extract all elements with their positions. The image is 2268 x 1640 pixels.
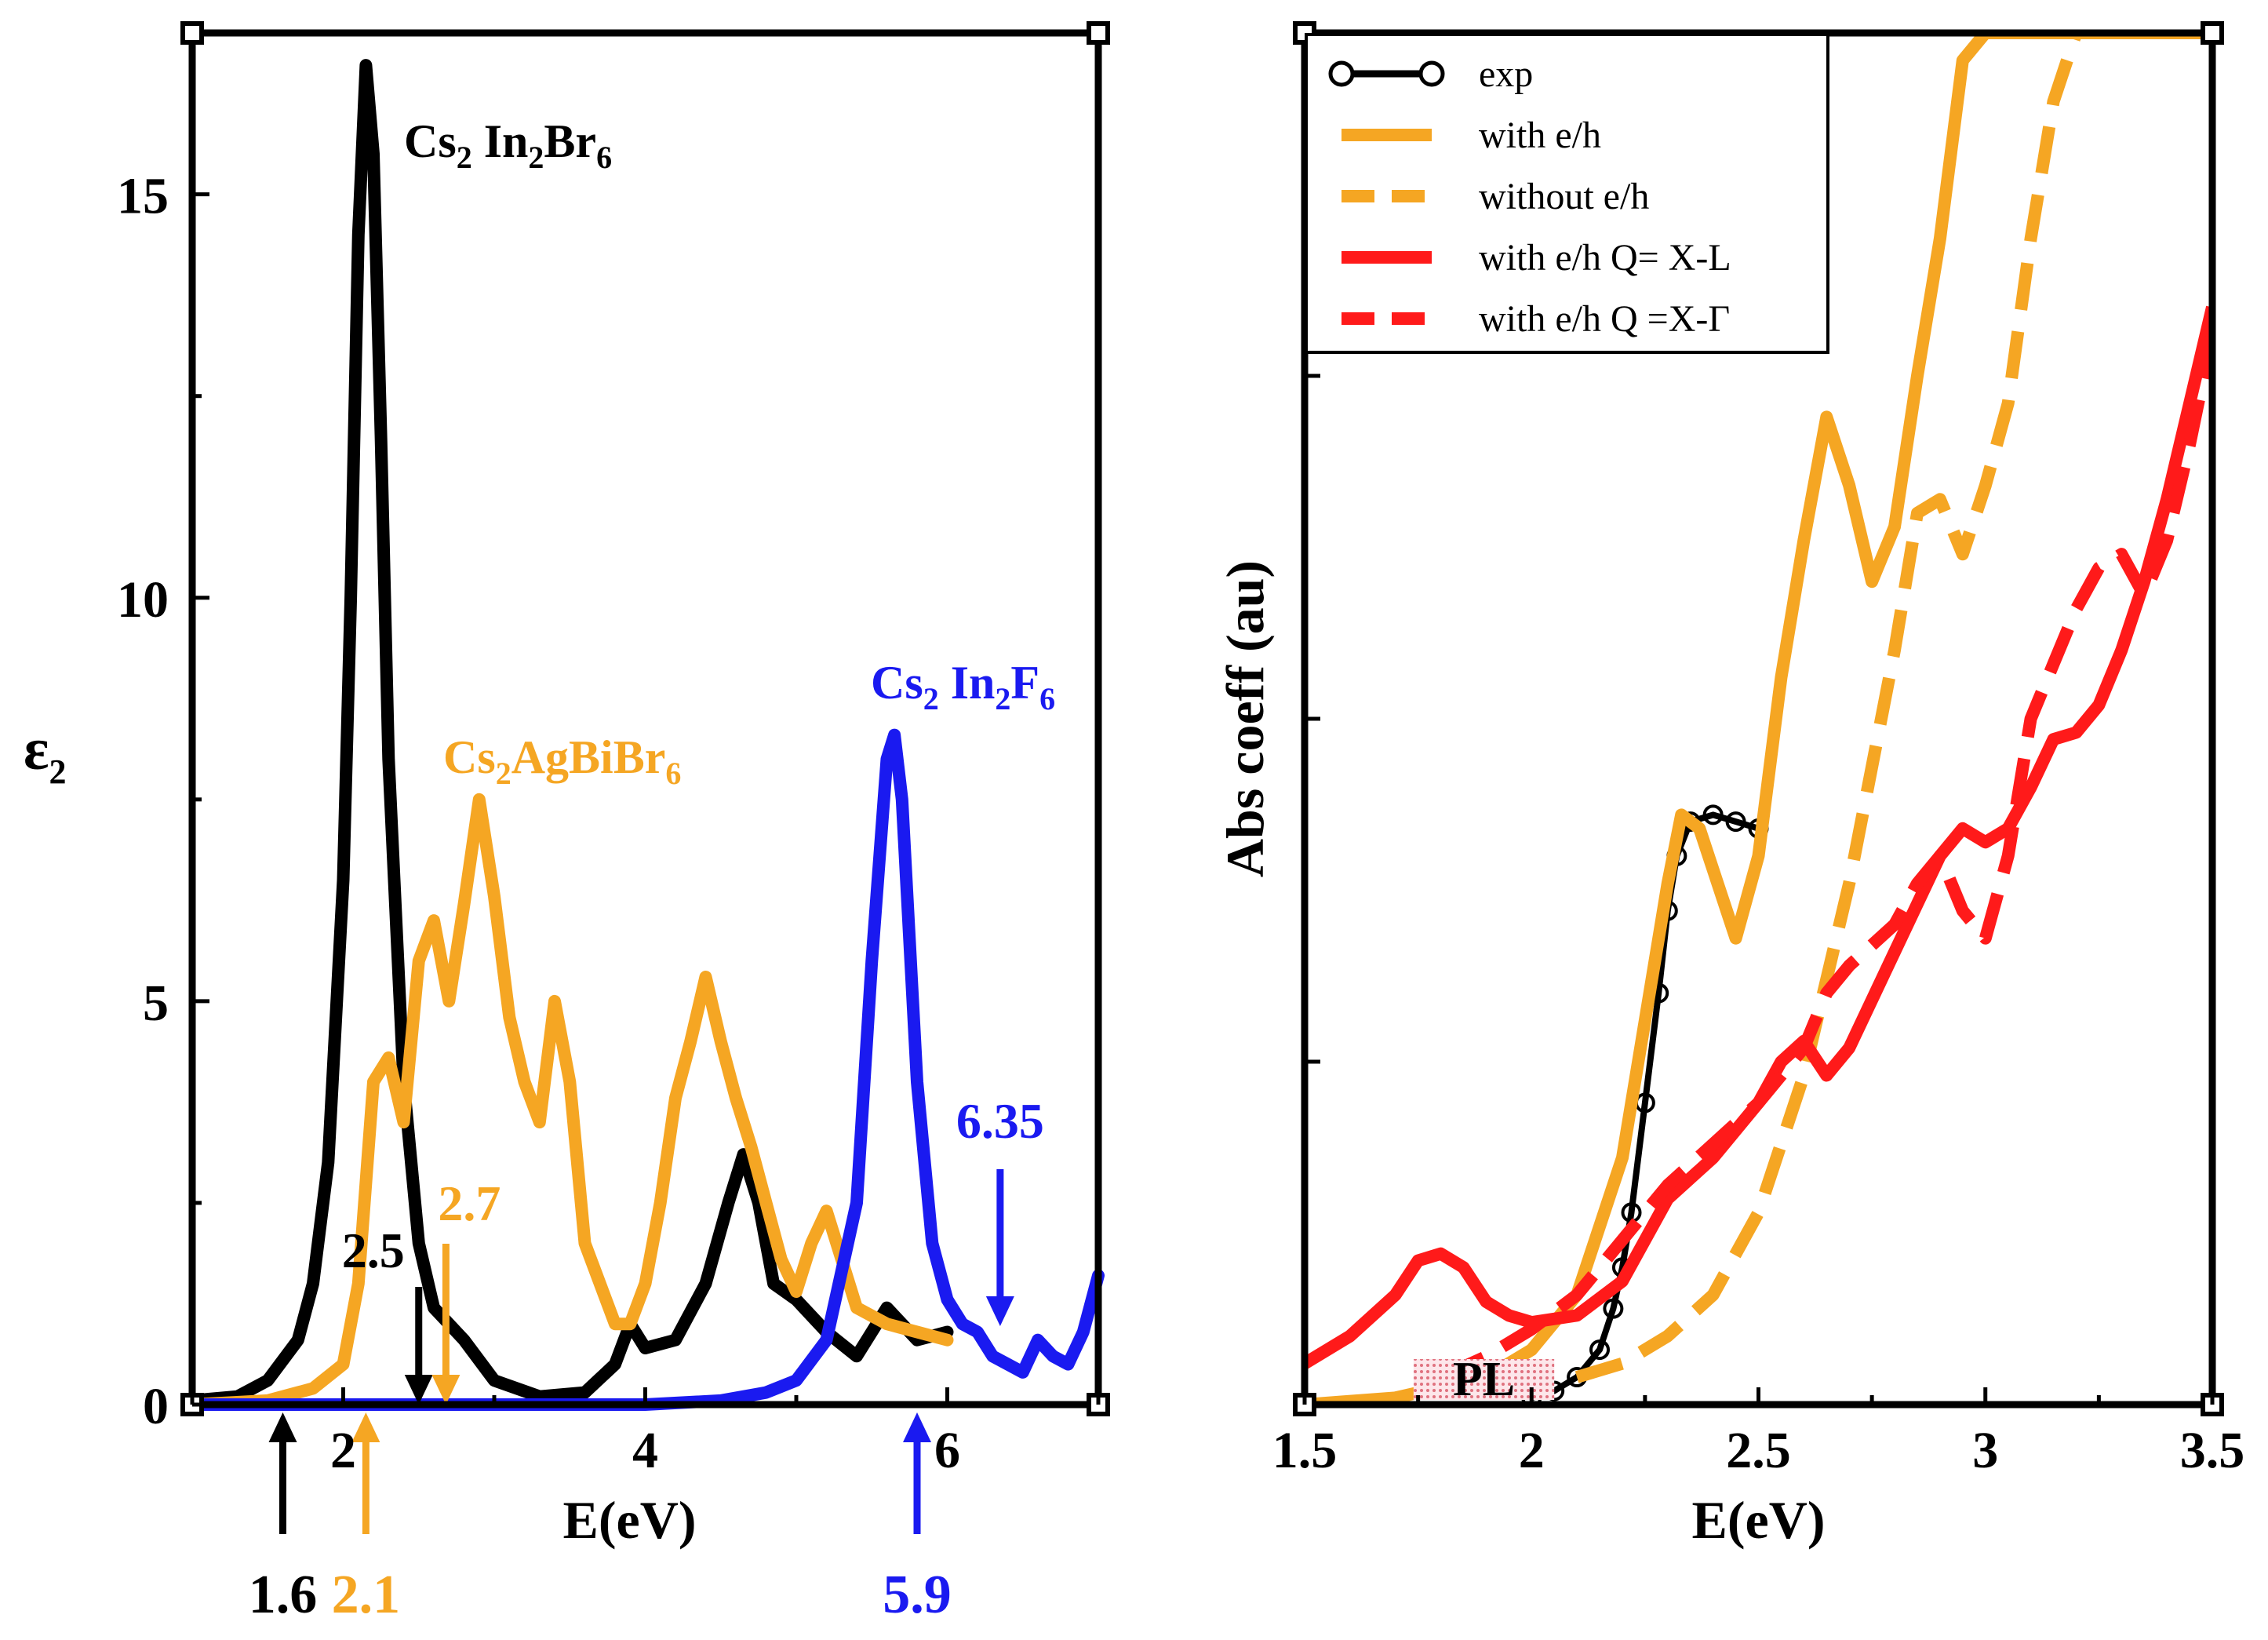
left-arrow-5-9: 5.9 xyxy=(883,1412,952,1625)
legend-entry: exp xyxy=(1328,53,1533,95)
left-series-cs2in2br6 xyxy=(186,59,954,1407)
right-exp-marker xyxy=(1589,1339,1611,1361)
right-x-axis-label: E(eV) xyxy=(1692,1490,1826,1550)
left-arrow-label: 6.35 xyxy=(956,1093,1044,1149)
right-exp-marker xyxy=(1725,811,1746,833)
left-arrow-label: 1.6 xyxy=(249,1565,318,1625)
right-series-group xyxy=(1305,33,2212,1405)
left-x-tick-label: 2 xyxy=(330,1422,356,1479)
right-series-with-e-h xyxy=(1305,33,2212,1405)
left-corner-handle xyxy=(180,21,204,45)
left-x-tick-label: 4 xyxy=(632,1422,658,1479)
left-arrow-2-5: 2.5 xyxy=(342,1223,433,1405)
left-y-tick-label: 10 xyxy=(117,571,169,629)
left-arrow-2-7: 2.7 xyxy=(431,1175,501,1405)
right-series-with-e-h-q-x- xyxy=(1438,333,2212,1383)
legend-entry: with e/h xyxy=(1342,115,1601,156)
left-annotations-group: Cs2 In2Br6 Cs2AgBiBr6 Cs2 In2F6 xyxy=(404,115,1055,791)
left-corner-handle xyxy=(1087,21,1110,45)
right-series-with-e-h-q-x-l xyxy=(1305,305,2212,1369)
left-compound-label: Cs2 In2Br6 xyxy=(404,115,612,175)
legend-entry: without e/h xyxy=(1342,176,1649,217)
left-series-cs2agbibr6 xyxy=(186,793,954,1411)
left-compound-label: Cs2 In2F6 xyxy=(871,657,1055,716)
left-panel-epsilon2: Cs2 In2Br6 Cs2AgBiBr6 Cs2 In2F6 1.6 2.1 5.9 2… xyxy=(24,21,1110,1625)
right-x-tick-label: 2.5 xyxy=(1726,1422,1791,1479)
legend-label: with e/h Q =X-Γ xyxy=(1479,298,1730,340)
left-y-tick-label: 0 xyxy=(143,1378,169,1435)
legend-entry: with e/h Q= X-L xyxy=(1342,237,1731,279)
pl-label: PL xyxy=(1453,1353,1515,1406)
right-x-tick-label: 2 xyxy=(1519,1422,1545,1479)
left-arrow-label: 2.7 xyxy=(438,1175,501,1231)
left-arrow-6-35: 6.35 xyxy=(956,1093,1044,1326)
left-compound-label: Cs2AgBiBr6 xyxy=(443,731,681,791)
legend-label: with e/h xyxy=(1479,115,1601,156)
left-arrow-2-1: 2.1 xyxy=(332,1412,401,1625)
legend: exp with e/h without e/h with e/h Q= X-L wit… xyxy=(1305,33,1829,354)
right-corner-handle xyxy=(2201,21,2224,45)
right-exp-marker xyxy=(1603,1298,1624,1319)
legend-label: exp xyxy=(1479,53,1533,95)
left-y-axis-label: ε2 xyxy=(24,716,66,791)
legend-marker xyxy=(1328,60,1355,87)
right-x-tick-label: 3 xyxy=(1972,1422,1998,1479)
legend-entry: with e/h Q =X-Γ xyxy=(1342,298,1730,340)
left-arrow-label: 2.1 xyxy=(332,1565,401,1625)
left-y-tick-label: 5 xyxy=(143,975,169,1032)
left-axes-group: 2 4 6 0 5 10 15 xyxy=(117,21,1110,1479)
right-series-without-e-h xyxy=(1574,33,2083,1383)
left-x-tick-label: 6 xyxy=(934,1422,960,1479)
left-arrow-1-6: 1.6 xyxy=(249,1412,318,1625)
legend-marker xyxy=(1418,60,1445,87)
right-exp-marker xyxy=(1702,804,1724,825)
left-x-axis-label: E(eV) xyxy=(563,1490,697,1550)
right-y-axis-label: Abs coeff (au) xyxy=(1215,560,1275,877)
right-axes-group: 1.5 2 2.5 3 3.5 xyxy=(1272,21,2245,1479)
left-y-tick-label: 15 xyxy=(117,168,169,225)
legend-label: without e/h xyxy=(1479,176,1649,217)
right-panel-abs-coeff: PL 1.5 2 2.5 3 3.5 exp with e/h without e/h wit… xyxy=(1215,21,2245,1550)
legend-label: with e/h Q= X-L xyxy=(1479,237,1731,279)
left-arrow-label: 2.5 xyxy=(342,1223,405,1278)
left-arrows-group: 1.6 2.1 5.9 2.5 2.7 6.35 xyxy=(249,1093,1044,1625)
right-x-tick-label: 3.5 xyxy=(2180,1422,2245,1479)
left-series-cs2in2f6 xyxy=(186,728,1105,1411)
right-x-tick-label: 1.5 xyxy=(1272,1422,1338,1479)
left-series-group xyxy=(186,59,1105,1411)
left-arrow-label: 5.9 xyxy=(883,1565,952,1625)
